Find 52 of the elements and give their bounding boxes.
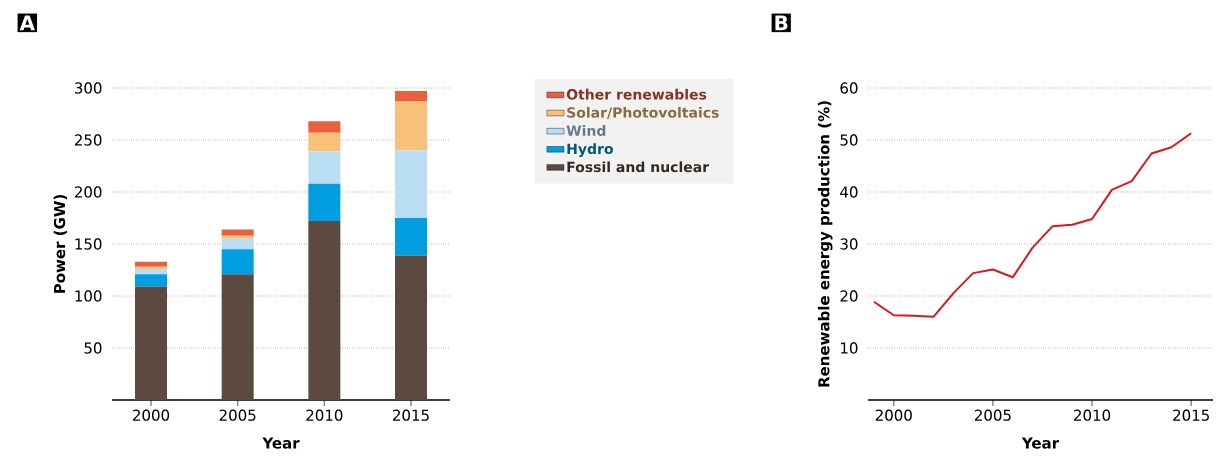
- bar: [308, 221, 341, 400]
- bar: [395, 150, 427, 218]
- x-tick-label: 2015: [1173, 409, 1209, 421]
- y-tick-label: 250: [74, 134, 102, 146]
- bar: [395, 217, 427, 256]
- y-tick-label: 30: [840, 238, 858, 250]
- chart-title: B: [775, 15, 788, 31]
- y-axis-title: Renewable energy production (%): [817, 101, 833, 387]
- x-tick-label: 2000: [133, 409, 170, 421]
- y-tick-label: 300: [75, 82, 102, 94]
- y-tick-label: 50: [840, 134, 858, 146]
- bar: [308, 151, 341, 184]
- x-axis-title: Year: [262, 437, 300, 449]
- bar: [135, 274, 168, 287]
- x-tick-label: 2005: [219, 409, 256, 421]
- bar: [308, 132, 341, 152]
- bar: [221, 249, 254, 275]
- x-axis-title: Year: [1021, 437, 1060, 449]
- line-series: [872, 132, 1193, 318]
- bar: [221, 229, 254, 236]
- x-tick-label: 2005: [974, 409, 1011, 421]
- bar: [308, 183, 341, 222]
- bar: [135, 286, 168, 400]
- bar: [221, 274, 254, 400]
- bar: [395, 255, 427, 400]
- y-tick-label: 10: [841, 342, 858, 354]
- x-tick-label: 2000: [875, 409, 912, 421]
- legend-label: Hydro: [567, 143, 613, 157]
- chart-title: A: [19, 15, 35, 31]
- y-tick-label: 150: [75, 238, 102, 250]
- y-tick-label: 200: [74, 186, 102, 198]
- legend-label: Other renewables: [566, 88, 707, 100]
- bar: [135, 268, 168, 275]
- bar: [308, 121, 341, 133]
- bar: [221, 238, 254, 250]
- x-tick-label: 2015: [393, 409, 429, 421]
- y-tick-label: 50: [84, 342, 102, 354]
- y-axis-title: Power (GW): [53, 195, 67, 293]
- legend-label: Fossil and nuclear: [567, 161, 710, 173]
- y-tick-label: 20: [840, 290, 858, 302]
- bar: [395, 91, 427, 102]
- y-tick-label: 60: [840, 82, 858, 94]
- bar: [135, 261, 168, 267]
- y-tick-label: 100: [75, 290, 102, 302]
- x-tick-label: 2010: [306, 409, 343, 421]
- y-tick-label: 40: [840, 186, 858, 198]
- bar: [395, 101, 427, 151]
- x-tick-label: 2010: [1074, 409, 1111, 421]
- bar: [221, 235, 254, 239]
- legend-label: Solar/Photovoltaics: [567, 106, 719, 119]
- bar: [135, 266, 168, 269]
- legend-label: Wind: [566, 125, 606, 136]
